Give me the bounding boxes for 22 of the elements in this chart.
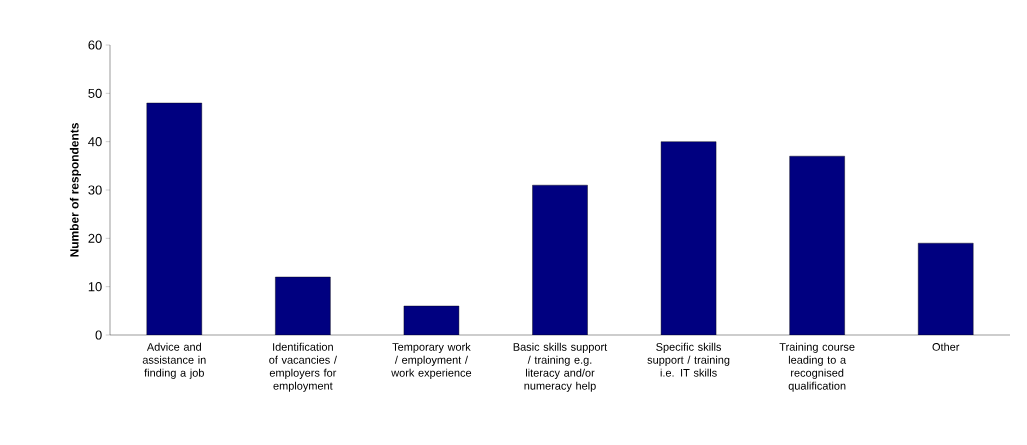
- bar: [146, 103, 202, 335]
- x-tick-label: Other: [932, 342, 960, 351]
- bar: [789, 156, 845, 335]
- y-tick-label: 10: [88, 282, 102, 292]
- bar: [403, 306, 459, 335]
- x-tick-label: Specific skills support / training i.e. IT skills: [647, 342, 730, 377]
- bar: [532, 185, 588, 335]
- x-tick-label: Basic skills support / training e.g. literacy and/or numeracy help: [513, 342, 608, 392]
- y-tick-label: 30: [88, 185, 102, 195]
- y-tick-label: 20: [88, 233, 102, 243]
- y-axis-title: Number of respondents: [69, 123, 81, 257]
- x-tick-label: Identification of vacancies / employers for employment: [269, 342, 337, 392]
- y-tick-label: 0: [95, 330, 102, 340]
- x-tick-label: Advice and assistance in finding a job: [142, 342, 206, 379]
- y-tick-label: 60: [88, 40, 102, 50]
- x-tick-label: Training course leading to a recognised qualification: [779, 342, 855, 392]
- bar: [275, 277, 331, 335]
- bar: [918, 242, 974, 335]
- y-tick-label: 40: [88, 137, 102, 147]
- x-tick-label: Temporary work / employment / work experience: [391, 342, 472, 379]
- y-tick-label: 50: [88, 88, 102, 98]
- bar: [661, 141, 717, 335]
